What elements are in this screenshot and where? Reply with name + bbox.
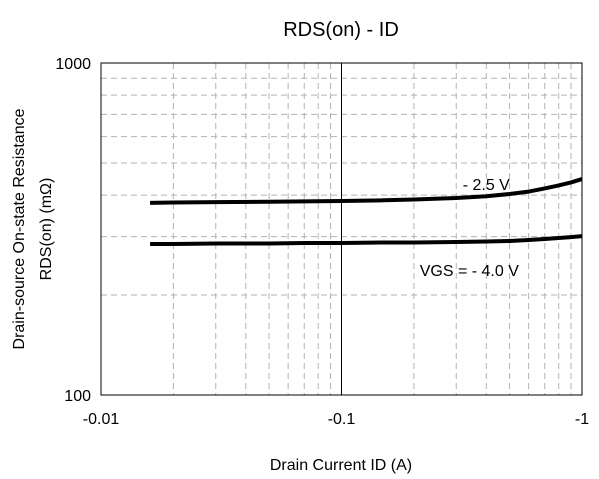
series-line: [150, 179, 582, 203]
y-tick-label: 1000: [55, 56, 91, 73]
x-tick-label: -0.1: [328, 411, 356, 428]
annotations: - 2.5 V VGS = - 4.0 V: [420, 177, 519, 280]
y-axis-label-line1: Drain-source On-state Resistance: [11, 108, 28, 349]
x-axis-label: Drain Current ID (A): [270, 457, 412, 474]
series-annotation: - 2.5 V: [463, 177, 510, 194]
chart-title: RDS(on) - ID: [283, 19, 399, 41]
y-tick-label: 100: [64, 388, 91, 405]
series-line: [150, 236, 582, 244]
series-annotation: VGS = - 4.0 V: [420, 263, 519, 280]
x-tick-label: -0.01: [83, 411, 120, 428]
grid: [101, 63, 582, 395]
x-tick-label: -1: [575, 411, 589, 428]
y-axis-label-line2: RDS(on) (mΩ): [38, 178, 55, 281]
series-group: [150, 179, 582, 244]
